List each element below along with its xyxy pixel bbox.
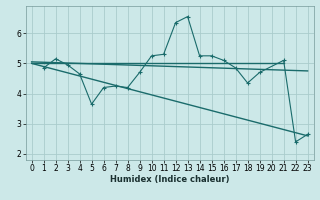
X-axis label: Humidex (Indice chaleur): Humidex (Indice chaleur)	[110, 175, 229, 184]
